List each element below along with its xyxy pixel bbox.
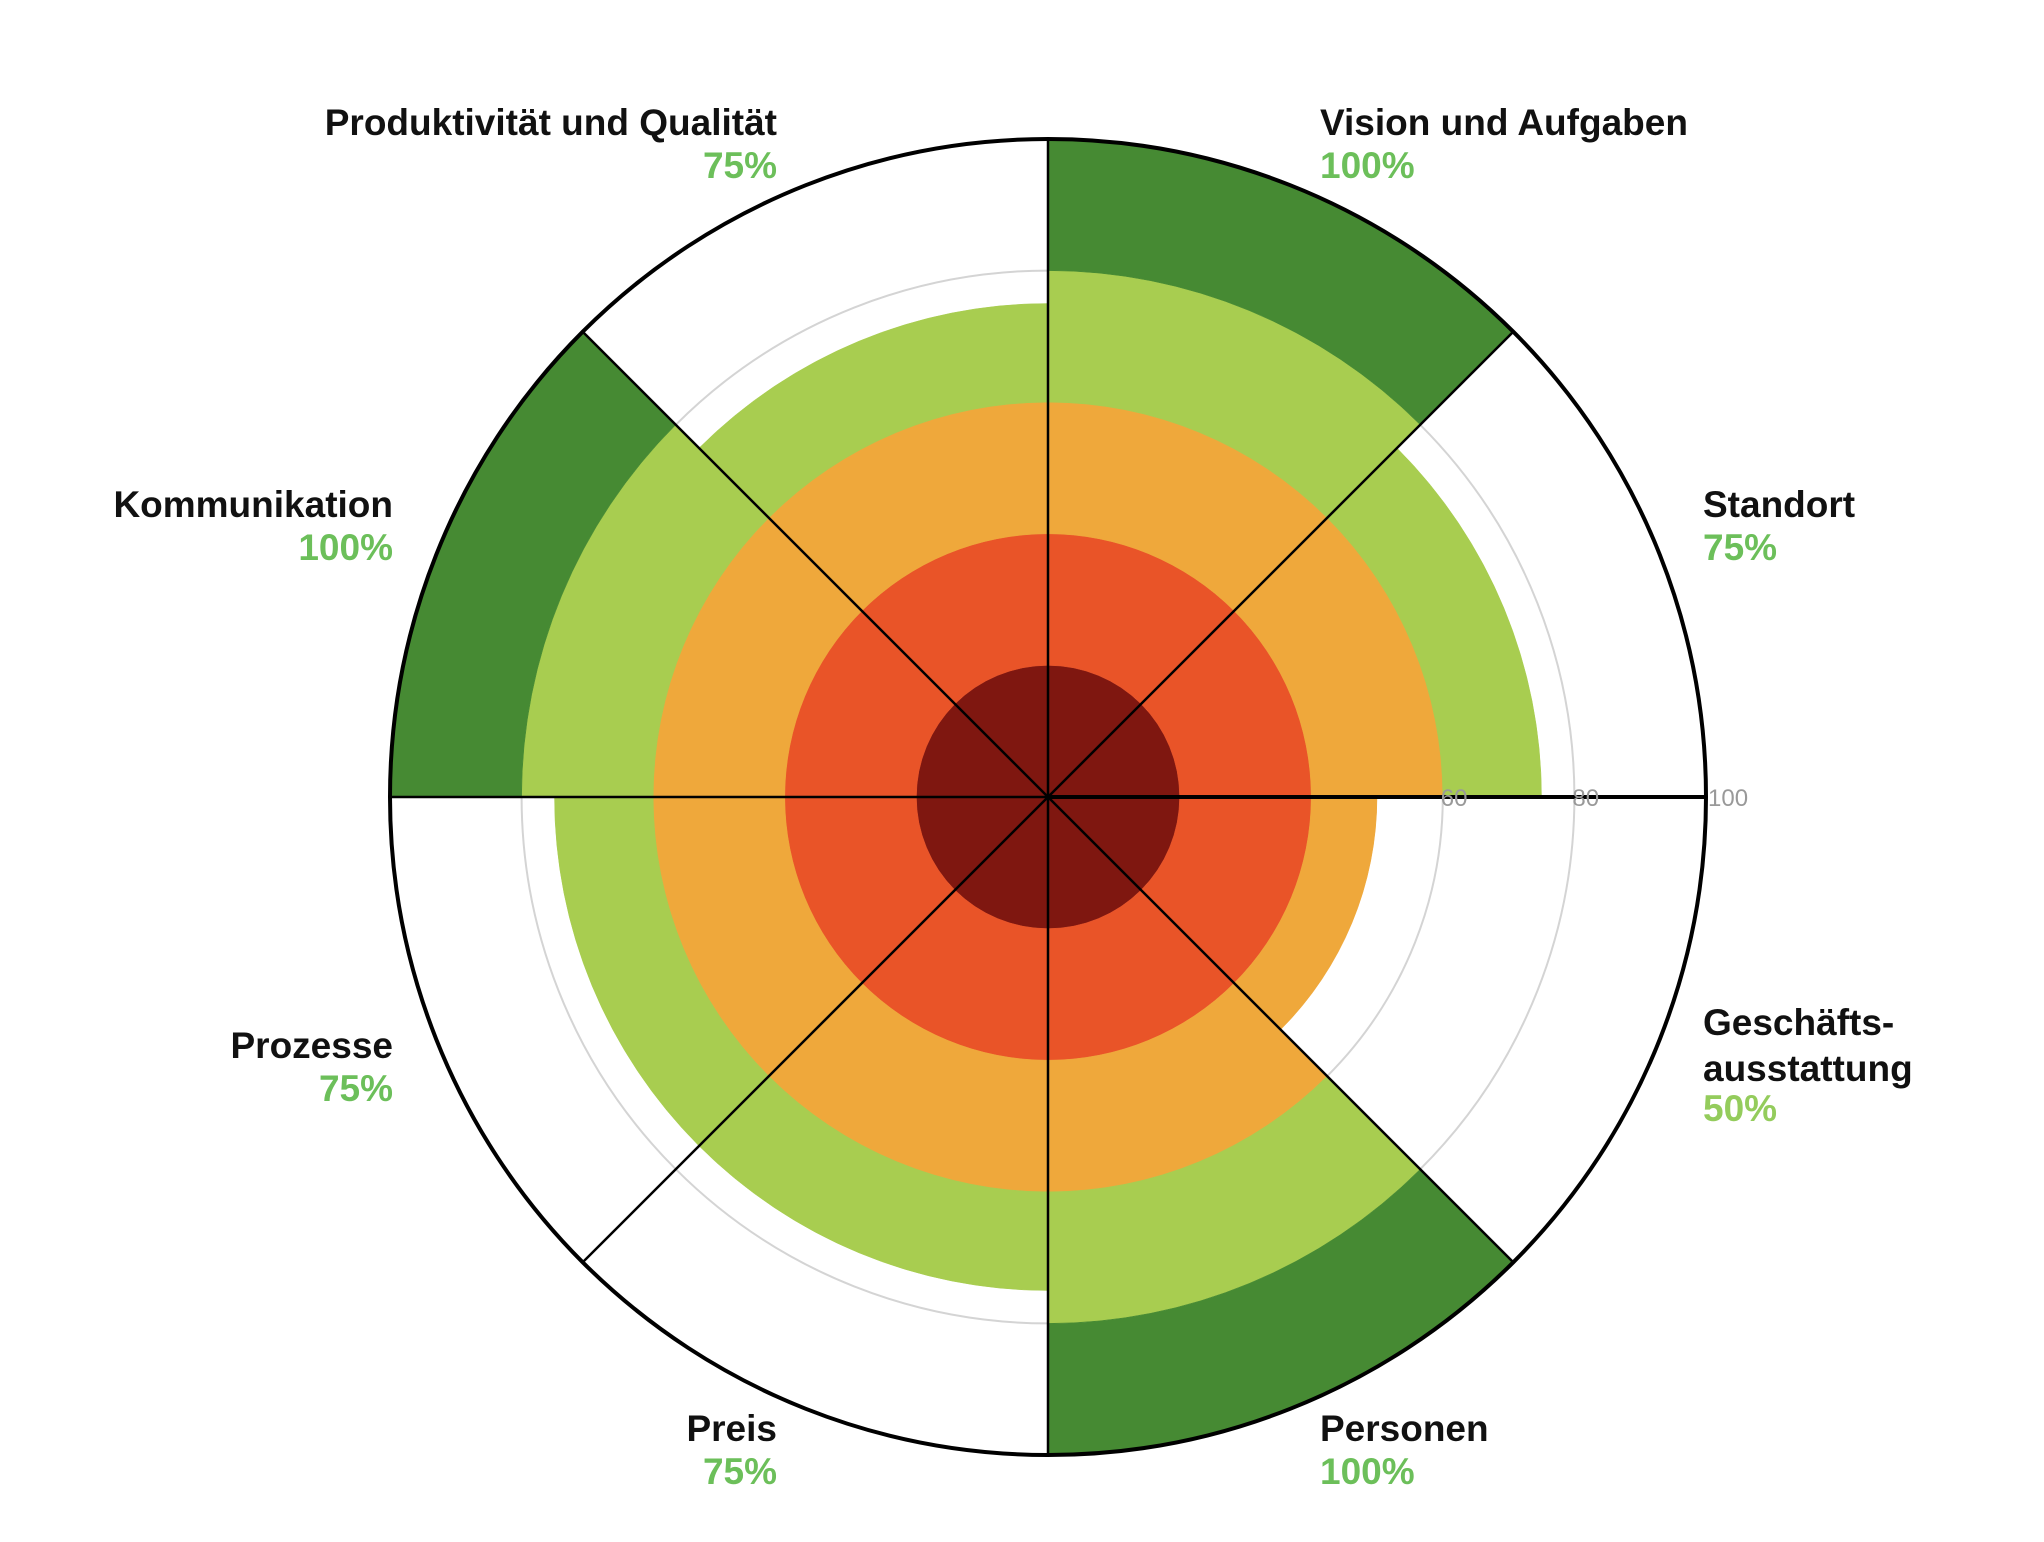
category-name: Standort xyxy=(1703,484,1855,525)
radial-line-3 xyxy=(1047,796,1515,1264)
category-value: 75% xyxy=(703,145,777,186)
category-value: 50% xyxy=(1703,1088,1777,1129)
category-value: 75% xyxy=(1703,527,1777,568)
tick-label-100: 100 xyxy=(1708,785,1748,812)
category-name: Produktivität und Qualität xyxy=(325,102,777,143)
category-labels: Vision und Aufgaben100%Standort75%Geschä… xyxy=(113,102,1912,1492)
tick-labels: 60 80 100 xyxy=(1441,785,1748,812)
tick-label-80: 80 xyxy=(1572,785,1599,812)
category-value: 75% xyxy=(703,1451,777,1492)
wedges xyxy=(389,138,1542,1456)
category-value: 100% xyxy=(1320,1451,1415,1492)
radial-line-7 xyxy=(581,330,1049,798)
radial-line-5 xyxy=(581,796,1049,1264)
category-value: 75% xyxy=(319,1068,393,1109)
axis-lines xyxy=(388,137,1708,1457)
category-value: 100% xyxy=(298,527,393,568)
category-name: ausstattung xyxy=(1703,1048,1913,1089)
category-name: Kommunikation xyxy=(113,484,393,525)
category-name: Preis xyxy=(686,1408,777,1449)
category-value: 100% xyxy=(1320,145,1415,186)
category-name: Personen xyxy=(1320,1408,1489,1449)
tick-label-60: 60 xyxy=(1441,785,1468,812)
radial-line-1 xyxy=(1047,330,1515,798)
category-name: Vision und Aufgaben xyxy=(1320,102,1688,143)
category-name: Geschäfts- xyxy=(1703,1002,1894,1043)
category-name: Prozesse xyxy=(231,1025,394,1066)
